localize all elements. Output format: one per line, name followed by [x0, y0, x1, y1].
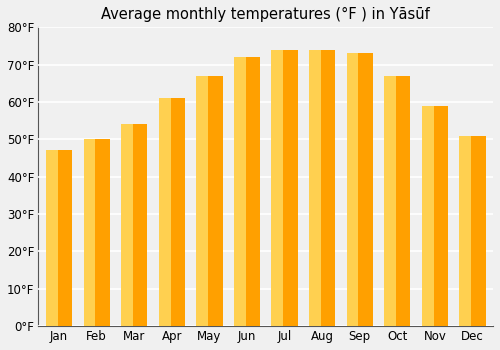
Bar	[158, 98, 185, 326]
Bar	[309, 50, 321, 326]
Bar	[46, 150, 72, 326]
Bar	[158, 98, 170, 326]
Bar	[84, 139, 110, 326]
Bar	[422, 106, 448, 326]
Bar	[346, 54, 373, 326]
Bar	[196, 76, 222, 326]
Bar	[84, 139, 110, 326]
Bar	[384, 76, 410, 326]
Bar	[422, 106, 434, 326]
Bar	[196, 76, 208, 326]
Bar	[309, 50, 336, 326]
Bar	[459, 135, 485, 326]
Bar	[309, 50, 336, 326]
Bar	[346, 54, 373, 326]
Bar	[121, 124, 148, 326]
Bar	[121, 124, 133, 326]
Bar	[346, 54, 358, 326]
Bar	[384, 76, 410, 326]
Bar	[384, 76, 396, 326]
Bar	[46, 150, 58, 326]
Bar	[459, 135, 471, 326]
Bar	[272, 50, 297, 326]
Title: Average monthly temperatures (°F ) in Yāsūf: Average monthly temperatures (°F ) in Yā…	[102, 7, 430, 22]
Bar	[84, 139, 96, 326]
Bar	[158, 98, 185, 326]
Bar	[46, 150, 72, 326]
Bar	[121, 124, 148, 326]
Bar	[272, 50, 283, 326]
Bar	[459, 135, 485, 326]
Bar	[234, 57, 260, 326]
Bar	[196, 76, 222, 326]
Bar	[234, 57, 260, 326]
Bar	[422, 106, 448, 326]
Bar	[272, 50, 297, 326]
Bar	[234, 57, 245, 326]
